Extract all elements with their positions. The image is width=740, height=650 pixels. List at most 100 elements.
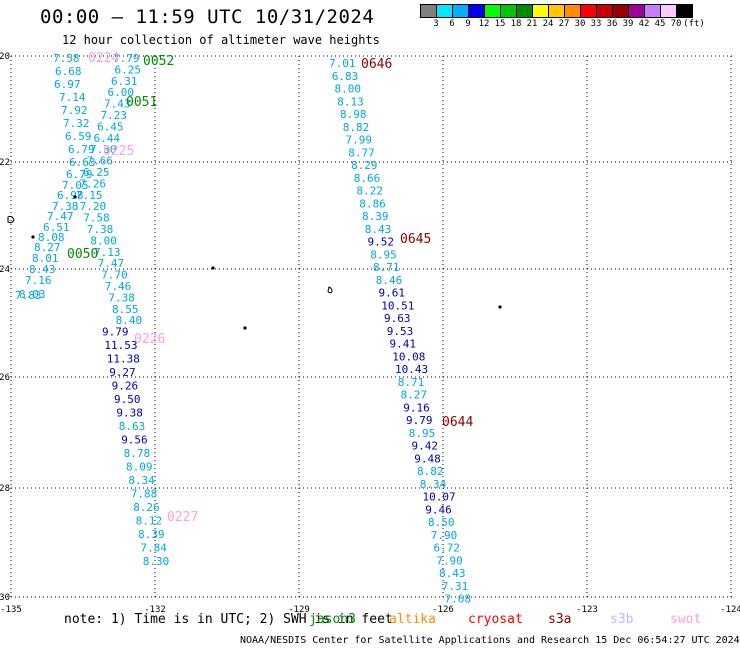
wave-height-label: 8.00 (335, 83, 362, 96)
wave-height-label: 8.95 (409, 427, 436, 440)
wave-height-label: 7.58 (53, 52, 80, 65)
wave-height-label: 6.25 (115, 63, 142, 76)
satellite-legend-s3a: s3a (548, 612, 572, 627)
wave-height-label: 7.66 (87, 155, 114, 168)
wave-height-label: 8.50 (428, 516, 455, 529)
pass-time-label: 0644 (442, 415, 473, 430)
wave-height-label: 7.32 (63, 117, 90, 130)
legend-label: 33 (590, 19, 602, 29)
wave-height-label: 8.39 (138, 528, 165, 541)
lat-tick-label: 24 (0, 265, 10, 275)
wave-height-label: 9.79 (102, 326, 129, 339)
lon-tick-label: -124 (720, 605, 740, 615)
wave-height-label: 11.38 (107, 353, 140, 366)
satellite-legend-jason3: jason3 (309, 612, 356, 627)
page-title: 00:00 – 11:59 UTC 10/31/2024 (40, 6, 375, 28)
wave-height-label: 8.39 (362, 210, 389, 223)
wave-height-label: 8.03 (19, 288, 46, 301)
satellite-legend-swot: swot (670, 612, 702, 627)
wave-height-label: 6.79 (68, 143, 95, 156)
wave-height-label: 6.31 (111, 75, 138, 88)
lon-tick-label: -129 (288, 605, 310, 615)
pass-time-label: 0051 (126, 95, 157, 110)
wave-height-label: 9.61 (379, 287, 406, 300)
wave-height-label: 6.25 (83, 166, 110, 179)
wave-height-label: 8.26 (133, 501, 160, 514)
wave-height-label: 6.97 (54, 78, 81, 91)
wave-height-label: 8.86 (359, 197, 386, 210)
island-marker (31, 235, 35, 239)
wave-height-label: 8.01 (32, 252, 59, 265)
wave-height-label: 8.34 (420, 478, 447, 491)
pass-time-label: 0052 (143, 54, 174, 69)
wave-height-label: 7.38 (108, 291, 134, 304)
wave-height-label: 7.90 (431, 529, 458, 542)
wave-height-label: 7.38 (87, 223, 114, 236)
wave-height-label: 8.77 (348, 146, 375, 159)
wave-height-label: 8.98 (340, 108, 367, 121)
satellite-legend-altika: altika (389, 612, 436, 627)
lat-tick-label: 26 (0, 373, 10, 383)
lat-tick-label: 30 (0, 593, 10, 603)
legend-label: 12 (478, 19, 490, 29)
wave-height-label: 8.00 (90, 234, 117, 247)
wave-height-label: 9.48 (414, 452, 441, 465)
wave-height-label: 8.12 (136, 515, 163, 528)
wave-height-label: 9.53 (387, 325, 414, 338)
legend-label: 21 (526, 19, 538, 29)
satellite-legend-s3b: s3b (610, 612, 634, 627)
pass-time-label: 0225 (103, 144, 134, 159)
wave-height-label: 8.27 (401, 389, 428, 402)
wave-height-label: 10.07 (423, 491, 456, 504)
legend-label: 36 (606, 19, 618, 29)
wave-height-label: 7.83 (15, 289, 42, 302)
wave-height-label: 6.63 (69, 156, 96, 169)
wave-height-label: 10.51 (381, 299, 414, 312)
legend-label: 24 (542, 19, 554, 29)
wave-height-label: 9.56 (121, 434, 148, 447)
wave-height-label: 10.43 (395, 363, 428, 376)
wave-height-label: 9.52 (368, 236, 395, 249)
legend-label: 30 (574, 19, 586, 29)
wave-height-label: 6.98 (57, 189, 84, 202)
wave-height-label: 8.82 (343, 121, 370, 134)
wave-height-label: 7.14 (59, 91, 86, 104)
wave-height-label: 8.34 (128, 474, 155, 487)
wave-height-label: 8.29 (351, 159, 378, 172)
legend-label: 6 (449, 19, 455, 29)
wave-height-label: 8.55 (112, 303, 139, 316)
wave-height-label: 8.63 (119, 420, 146, 433)
wave-height-label: 9.26 (112, 380, 139, 393)
wave-height-label: 6.68 (55, 65, 82, 78)
wave-height-label: 10.08 (392, 350, 425, 363)
wave-height-label: 7.01 (329, 57, 356, 70)
wave-height-label: 9.79 (406, 414, 433, 427)
island-marker (243, 326, 247, 330)
legend-label: 42 (638, 19, 650, 29)
wave-height-label: 7.99 (346, 134, 373, 147)
wave-height-label: 7.16 (25, 274, 52, 287)
pass-time-label: 0645 (400, 232, 431, 247)
legend-label: 45 (654, 19, 666, 29)
legend-swatch (676, 4, 693, 18)
wave-height-label: 9.46 (425, 503, 452, 516)
wave-height-label: 7.30 (90, 143, 117, 156)
wave-height-label: 8.78 (124, 447, 151, 460)
wave-height-label: 7.92 (61, 104, 88, 117)
island-marker (498, 305, 502, 309)
lon-tick-label: -132 (144, 605, 166, 615)
footnote: note: 1) Time is in UTC; 2) SWH is in fe… (64, 612, 393, 627)
wave-height-label: 7.47 (47, 210, 74, 223)
wave-height-label: 7.46 (105, 280, 132, 293)
lat-tick-label: 22 (0, 158, 10, 168)
legend-swatches (420, 4, 740, 18)
wave-height-label: 7.38 (52, 200, 79, 213)
pass-time-label: 0224 (88, 51, 119, 66)
wave-height-label: 7.90 (436, 554, 463, 567)
page-subtitle: 12 hour collection of altimeter wave hei… (62, 33, 380, 47)
pass-time-label: 0050 (67, 247, 98, 262)
wave-height-label: 7.70 (101, 269, 128, 282)
wave-height-label: 7.68 (445, 593, 472, 606)
legend-label: 39 (622, 19, 634, 29)
